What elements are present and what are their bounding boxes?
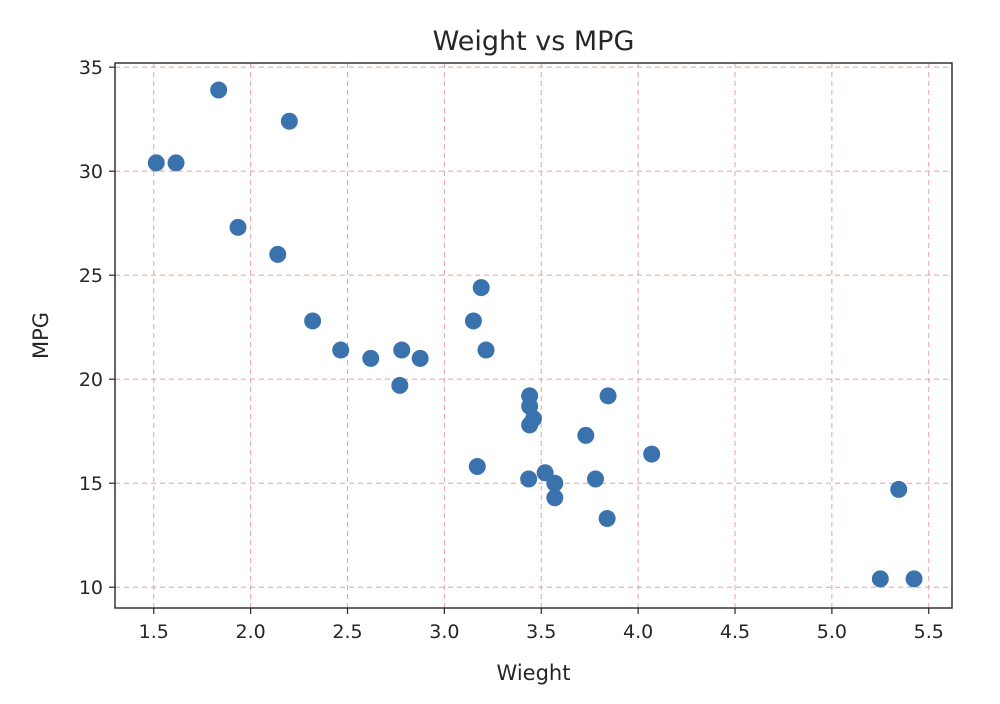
data-point [411,349,429,367]
data-point [871,570,889,588]
data-point [147,154,165,172]
x-tick-label: 2.0 [236,621,266,643]
data-point [210,81,228,99]
data-point [280,112,298,130]
data-point [525,410,542,428]
x-tick-label: 5.0 [817,621,847,643]
data-point [477,341,495,359]
y-tick-label: 30 [79,161,103,183]
data-point [269,245,287,263]
data-point [643,445,661,463]
data-point [229,218,247,236]
plot-frame [114,62,953,609]
data-point [332,341,350,359]
y-tick-label: 35 [79,57,103,79]
gridlines [115,63,952,608]
data-point [546,474,564,492]
data-point [393,341,411,359]
data-point [587,470,604,488]
data-point [577,426,595,444]
data-point [464,312,482,330]
data-point [520,470,538,488]
data-point [391,376,409,394]
x-axis-label: Wieght [497,661,571,685]
x-tick-label: 5.5 [914,621,944,643]
y-axis-label: MPG [29,312,53,359]
data-point [599,387,617,405]
y-tick-label: 10 [79,577,103,599]
data-point [890,480,908,498]
data-point [468,458,486,476]
chart-title: Weight vs MPG [433,26,635,57]
data-point [546,489,564,507]
x-tick-label: 4.0 [623,621,653,643]
axis-ticks: 1.5 2.0 2.5 3.0 3.5 4.0 4.5 5.0 5.5 10 15 20 25 30 35 [79,57,944,643]
x-tick-label: 4.5 [720,621,750,643]
data-point [362,349,380,367]
data-point [167,154,185,172]
y-tick-label: 15 [79,473,103,495]
y-tick-label: 20 [79,369,103,391]
y-tick-label: 25 [79,265,103,287]
x-tick-label: 1.5 [139,621,169,643]
data-point [905,570,923,588]
data-point [472,279,490,297]
data-points [147,81,923,588]
data-point [598,510,616,528]
data-point [304,312,322,330]
data-point [521,387,539,405]
x-tick-label: 3.0 [429,621,459,643]
x-tick-label: 2.5 [332,621,362,643]
x-tick-label: 3.5 [526,621,556,643]
